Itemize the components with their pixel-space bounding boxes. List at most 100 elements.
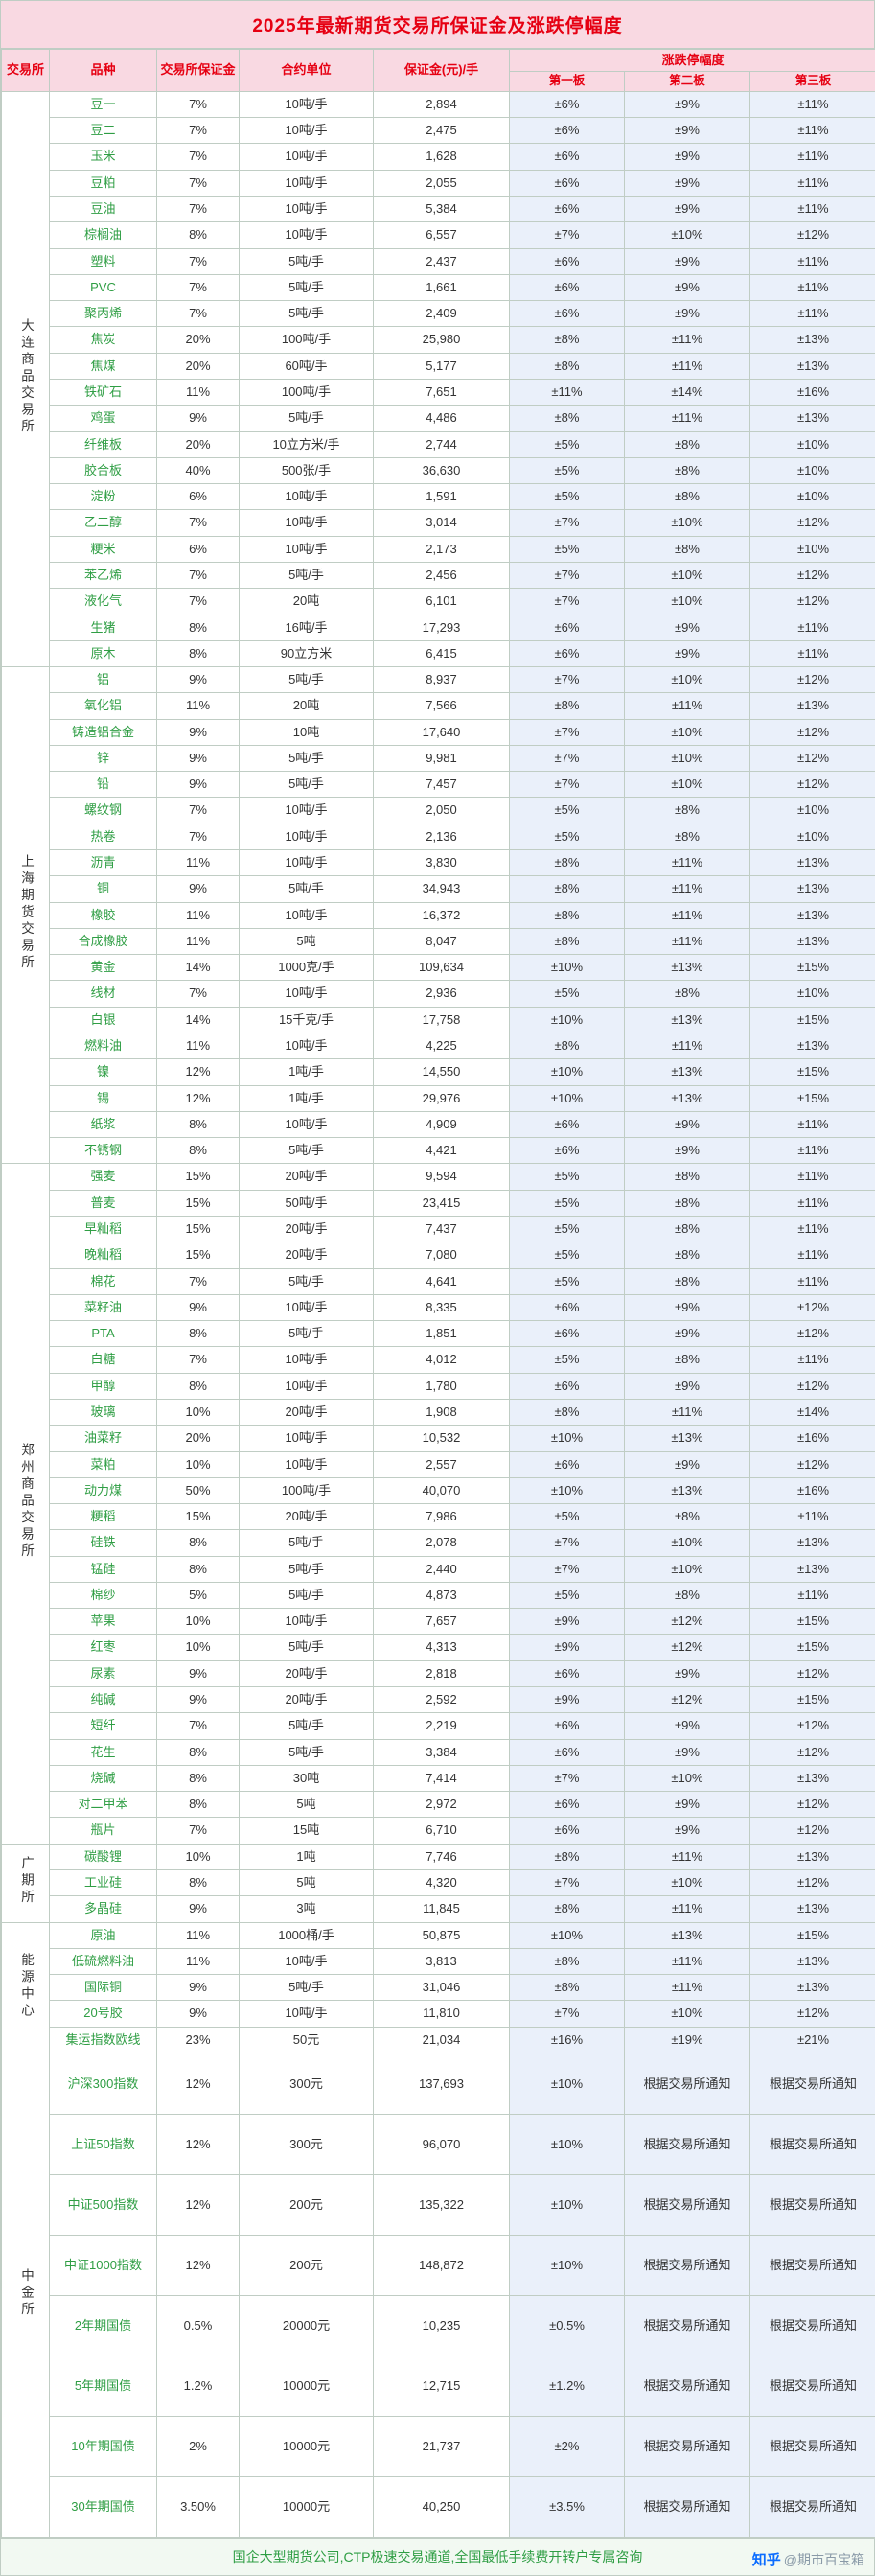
table-row: 能源中心 原油 11% 1000桶/手 50,875 ±10% ±13% ±15%	[1, 1921, 875, 2055]
board1-cell: ±5%	[509, 430, 625, 458]
board1-cell: ±8%	[509, 1947, 625, 1976]
board1-cell: ±6%	[509, 273, 625, 302]
variety-cell: 动力煤	[49, 1476, 157, 1505]
board3-cell: ±13%	[748, 849, 875, 877]
margin-per-lot-cell: 1,628	[373, 143, 510, 171]
board3-cell: ±15%	[748, 1058, 875, 1086]
margin-rate-cell: 12%	[156, 1084, 240, 1112]
table-row: 普麦 15% 50吨/手 23,415 ±5% ±8% ±11%	[2, 1189, 875, 1217]
variety-cell: 苯乙烯	[49, 561, 157, 590]
board3-cell: ±10%	[748, 483, 875, 511]
margin-per-lot-cell: 137,693	[373, 2054, 510, 2115]
board1-cell: ±6%	[509, 1320, 625, 1348]
board3-cell: ±11%	[748, 143, 875, 171]
board1-cell: ±10%	[509, 1425, 625, 1452]
unit-cell: 10000元	[239, 2416, 374, 2477]
variety-cell: 白糖	[49, 1346, 157, 1374]
margin-per-lot-cell: 8,335	[373, 1293, 510, 1322]
margin-per-lot-cell: 7,437	[373, 1215, 510, 1243]
margin-per-lot-cell: 7,657	[373, 1608, 510, 1636]
board2-cell: ±9%	[624, 1450, 750, 1478]
exchange-label: 广期所	[1, 1843, 50, 1923]
unit-cell: 5吨/手	[239, 1320, 374, 1348]
table-row: PVC 7% 5吨/手 1,661 ±6% ±9% ±11%	[2, 273, 875, 302]
table-row: 国际铜 9% 5吨/手 31,046 ±8% ±11% ±13%	[2, 1974, 875, 2002]
margin-rate-cell: 9%	[156, 875, 240, 903]
board1-cell: ±6%	[509, 1791, 625, 1819]
board3-cell: ±15%	[748, 1084, 875, 1112]
unit-cell: 20吨/手	[239, 1686, 374, 1714]
board3-cell: ±12%	[748, 1791, 875, 1819]
board2-cell: 根据交易所通知	[624, 2476, 750, 2538]
variety-cell: 螺纹钢	[49, 797, 157, 824]
board2-cell: 根据交易所通知	[624, 2295, 750, 2356]
unit-cell: 10立方米/手	[239, 430, 374, 458]
variety-cell: 豆油	[49, 195, 157, 223]
margin-per-lot-cell: 16,372	[373, 901, 510, 929]
board2-cell: ±12%	[624, 1608, 750, 1636]
col-header-unit: 合约单位	[239, 49, 374, 92]
table-row: 动力煤 50% 100吨/手 40,070 ±10% ±13% ±16%	[2, 1476, 875, 1505]
unit-cell: 10吨/手	[239, 483, 374, 511]
table-row: 白糖 7% 10吨/手 4,012 ±5% ±8% ±11%	[2, 1346, 875, 1374]
board1-cell: ±6%	[509, 1659, 625, 1688]
board2-cell: ±10%	[624, 1529, 750, 1557]
unit-cell: 10000元	[239, 2356, 374, 2417]
margin-rate-cell: 10%	[156, 1450, 240, 1478]
margin-rate-cell: 6%	[156, 535, 240, 563]
board2-cell: 根据交易所通知	[624, 2235, 750, 2296]
table-row: 粳稻 15% 20吨/手 7,986 ±5% ±8% ±11%	[2, 1503, 875, 1531]
margin-per-lot-cell: 1,908	[373, 1398, 510, 1427]
board1-cell: ±7%	[509, 771, 625, 799]
col-header-margin-rate: 交易所保证金	[156, 49, 240, 92]
board2-cell: ±9%	[624, 195, 750, 223]
board2-cell: 根据交易所通知	[624, 2114, 750, 2175]
variety-cell: 玻璃	[49, 1398, 157, 1427]
board2-cell: ±11%	[624, 1947, 750, 1976]
board3-cell: ±12%	[748, 1738, 875, 1766]
board1-cell: ±8%	[509, 1032, 625, 1060]
board1-cell: ±6%	[509, 169, 625, 197]
board1-cell: ±10%	[509, 1058, 625, 1086]
board2-cell: ±11%	[624, 692, 750, 720]
margin-per-lot-cell: 17,758	[373, 1006, 510, 1034]
board3-cell: ±11%	[748, 1215, 875, 1243]
margin-per-lot-cell: 2,055	[373, 169, 510, 197]
board1-cell: ±10%	[509, 1006, 625, 1034]
unit-cell: 10吨/手	[239, 901, 374, 929]
board3-cell: 根据交易所通知	[748, 2476, 875, 2538]
variety-cell: 棉花	[49, 1267, 157, 1295]
table-row: 菜粕 10% 10吨/手 2,557 ±6% ±9% ±12%	[2, 1450, 875, 1478]
margin-rate-cell: 11%	[156, 901, 240, 929]
board2-cell: ±10%	[624, 744, 750, 773]
variety-cell: 5年期国债	[49, 2356, 157, 2417]
margin-rate-cell: 8%	[156, 221, 240, 249]
margin-per-lot-cell: 2,818	[373, 1659, 510, 1688]
board2-cell: ±8%	[624, 1503, 750, 1531]
variety-cell: 胶合板	[49, 456, 157, 485]
margin-rate-cell: 7%	[156, 143, 240, 171]
variety-cell: 苹果	[49, 1608, 157, 1636]
board2-cell: ±14%	[624, 378, 750, 406]
margin-per-lot-cell: 4,320	[373, 1868, 510, 1897]
margin-rate-cell: 8%	[156, 1738, 240, 1766]
col-header-board2: 第二板	[624, 71, 750, 92]
board2-cell: ±10%	[624, 771, 750, 799]
board2-cell: ±9%	[624, 1293, 750, 1322]
board1-cell: ±6%	[509, 90, 625, 119]
margin-rate-cell: 20%	[156, 352, 240, 380]
table-row: 黄金 14% 1000克/手 109,634 ±10% ±13% ±15%	[2, 954, 875, 982]
margin-per-lot-cell: 40,070	[373, 1476, 510, 1505]
margin-per-lot-cell: 14,550	[373, 1058, 510, 1086]
table-row: 纤维板 20% 10立方米/手 2,744 ±5% ±8% ±10%	[2, 430, 875, 458]
board2-cell: ±12%	[624, 1686, 750, 1714]
table-row: 多晶硅 9% 3吨 11,845 ±8% ±11% ±13%	[2, 1895, 875, 1923]
board2-cell: ±9%	[624, 247, 750, 275]
margin-per-lot-cell: 2,440	[373, 1555, 510, 1583]
variety-cell: 沪深300指数	[49, 2054, 157, 2115]
board2-cell: ±9%	[624, 117, 750, 145]
board1-cell: ±10%	[509, 2235, 625, 2296]
promo-text: 国企大型期货公司,CTP极速交易通道,全国最低手续费开转户专属咨询	[232, 2549, 643, 2564]
table-row: 油菜籽 20% 10吨/手 10,532 ±10% ±13% ±16%	[2, 1425, 875, 1452]
board2-cell: ±10%	[624, 666, 750, 694]
